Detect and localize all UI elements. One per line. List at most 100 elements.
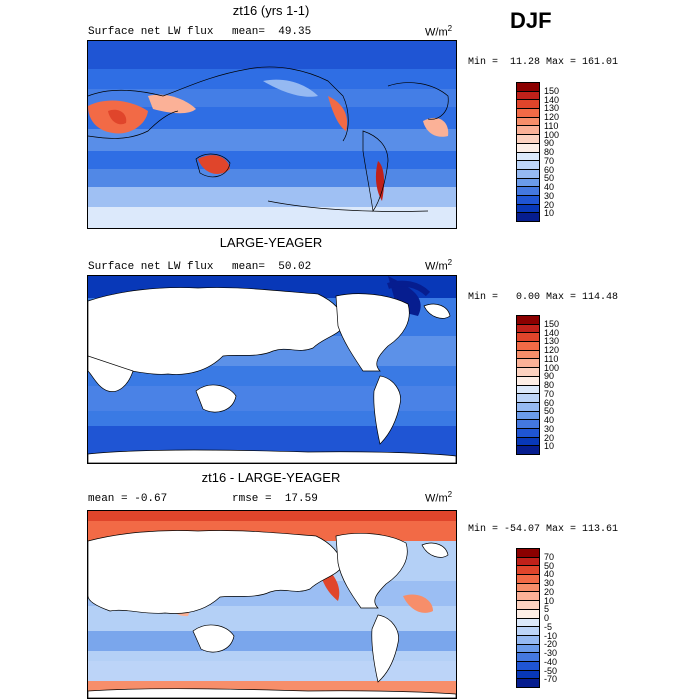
colorbar-swatch: [517, 583, 539, 593]
colorbar-swatch: [517, 126, 539, 136]
colorbar-tick-label: -30: [544, 648, 558, 658]
colorbar-swatch: [517, 359, 539, 369]
colorbar-swatch: [517, 143, 539, 153]
colorbar-swatch: [517, 670, 539, 680]
colorbar-tick-label: -40: [544, 656, 558, 667]
colorbar-tick-label: 70: [544, 155, 555, 166]
colorbar-tick-label: 100: [544, 129, 560, 140]
colorbar-swatch: [517, 566, 539, 576]
colorbar-swatch: [517, 91, 539, 101]
panel-1-mean-value: 49.35: [278, 26, 312, 38]
colorbar-swatch: [517, 83, 539, 92]
panel-1-map: [87, 40, 457, 229]
colorbar-swatch: [517, 394, 539, 403]
colorbar-swatch: [517, 420, 539, 429]
colorbar-tick-label: -70: [544, 674, 558, 685]
panel-1-variable-label: Surface net LW flux: [88, 26, 214, 38]
colorbar-swatch: [517, 178, 539, 188]
colorbar-tick-label: 5: [544, 604, 550, 615]
colorbar-swatch: [517, 679, 539, 687]
colorbar-swatch: [517, 549, 539, 558]
panel-3-rmse-value: 17.59: [284, 493, 318, 505]
colorbar-swatch: [517, 169, 539, 179]
colorbar-tick-label: 20: [544, 199, 555, 210]
colorbar-swatch: [517, 316, 539, 325]
colorbar-tick-label: 50: [544, 406, 555, 417]
colorbar-tick-label: 60: [544, 397, 555, 408]
panel-1-minmax: Min = 11.28 Max = 161.01: [468, 57, 619, 68]
colorbar-tick-label: 30: [544, 578, 555, 588]
colorbar-tick-label: 30: [544, 423, 555, 434]
colorbar-swatch: [517, 428, 539, 438]
panel-3-mean-value: -0.67: [134, 493, 168, 505]
panel-2-title: LARGE-YEAGER: [219, 235, 323, 250]
panel-2-colorbar: 150 140 130 120 110 100 90 80 70 60 50 40 30 20 10: [516, 315, 574, 455]
panel-1-colorbar: 150 140 130 120 110 100 90 80 70 60 50 40 30 20 10: [516, 82, 574, 222]
colorbar-tick-label: 10: [544, 208, 555, 219]
colorbar-swatch: [517, 213, 539, 221]
colorbar-tick-label: 150: [544, 318, 560, 329]
colorbar-tick-label: 140: [544, 327, 560, 338]
panel-1-map-svg: [88, 41, 456, 228]
panel-3-colorbar-labels: 70 50 40 30 20 10 5 0 -5 -10 -20 -30 -40 -50 -70: [540, 548, 574, 688]
colorbar-swatch: [517, 575, 539, 584]
colorbar-tick-label: 40: [544, 569, 555, 580]
colorbar-swatch: [517, 350, 539, 360]
colorbar-swatch: [517, 324, 539, 334]
panel-3-map-svg: [88, 511, 456, 698]
colorbar-swatch: [517, 402, 539, 412]
colorbar-tick-label: 80: [544, 147, 555, 157]
colorbar-swatch: [517, 368, 539, 377]
panel-3-colorbar-swatches: [516, 548, 540, 688]
colorbar-tick-label: 130: [544, 336, 560, 347]
colorbar-swatch: [517, 557, 539, 567]
colorbar-swatch: [517, 187, 539, 196]
colorbar-swatch: [517, 618, 539, 628]
colorbar-swatch: [517, 117, 539, 127]
colorbar-tick-label: 150: [544, 85, 560, 96]
panel-1-mean-label: mean= 49.35: [232, 26, 312, 38]
colorbar-tick-label: 60: [544, 164, 555, 175]
colorbar-tick-label: -50: [544, 665, 558, 676]
colorbar-tick-label: 110: [544, 353, 559, 364]
panel-2-minmax: Min = 0.00 Max = 114.48: [468, 292, 619, 303]
colorbar-swatch: [517, 100, 539, 110]
colorbar-tick-label: 30: [544, 190, 555, 201]
panel-3-colorbar: 70 50 40 30 20 10 5 0 -5 -10 -20 -30 -40 -50 -70: [516, 548, 574, 688]
panel-1-colorbar-labels: 150 140 130 120 110 100 90 80 70 60 50 40 30 20 10: [540, 82, 574, 222]
colorbar-tick-label: 0: [544, 613, 550, 623]
panel-2-colorbar-swatches: [516, 315, 540, 455]
panel-3-minmax: Min = -54.07 Max = 113.61: [468, 524, 619, 535]
colorbar-swatch: [517, 411, 539, 421]
colorbar-swatch: [517, 342, 539, 351]
colorbar-tick-label: -20: [544, 639, 558, 650]
colorbar-swatch: [517, 446, 539, 454]
panel-2-map: [87, 275, 457, 464]
panel-1-colorbar-swatches: [516, 82, 540, 222]
colorbar-swatch: [517, 609, 539, 619]
colorbar-tick-label: 120: [544, 345, 560, 355]
colorbar-tick-label: 90: [544, 371, 555, 382]
colorbar-swatch: [517, 644, 539, 654]
panel-2-map-svg: [88, 276, 456, 463]
colorbar-tick-label: 20: [544, 432, 555, 443]
colorbar-swatch: [517, 161, 539, 170]
panel-2-units: W/m2: [425, 258, 453, 273]
panel-2-mean-label: mean= 50.02: [232, 261, 312, 273]
panel-3-title: zt16 - LARGE-YEAGER: [201, 470, 341, 485]
panel-1-title: zt16 (yrs 1-1): [232, 3, 310, 18]
colorbar-tick-label: 50: [544, 173, 555, 184]
colorbar-tick-label: 100: [544, 362, 560, 373]
panel-3-rmse-label: rmse = 17.59: [232, 493, 318, 505]
colorbar-tick-label: -5: [544, 621, 553, 632]
colorbar-swatch: [517, 195, 539, 205]
panel-2-mean-value: 50.02: [278, 261, 312, 273]
colorbar-swatch: [517, 204, 539, 214]
colorbar-tick-label: 140: [544, 94, 560, 105]
colorbar-tick-label: 70: [544, 388, 555, 399]
colorbar-tick-label: 80: [544, 380, 555, 390]
colorbar-swatch: [517, 592, 539, 602]
colorbar-swatch: [517, 661, 539, 671]
panel-3-map: [87, 510, 457, 699]
colorbar-swatch: [517, 601, 539, 610]
